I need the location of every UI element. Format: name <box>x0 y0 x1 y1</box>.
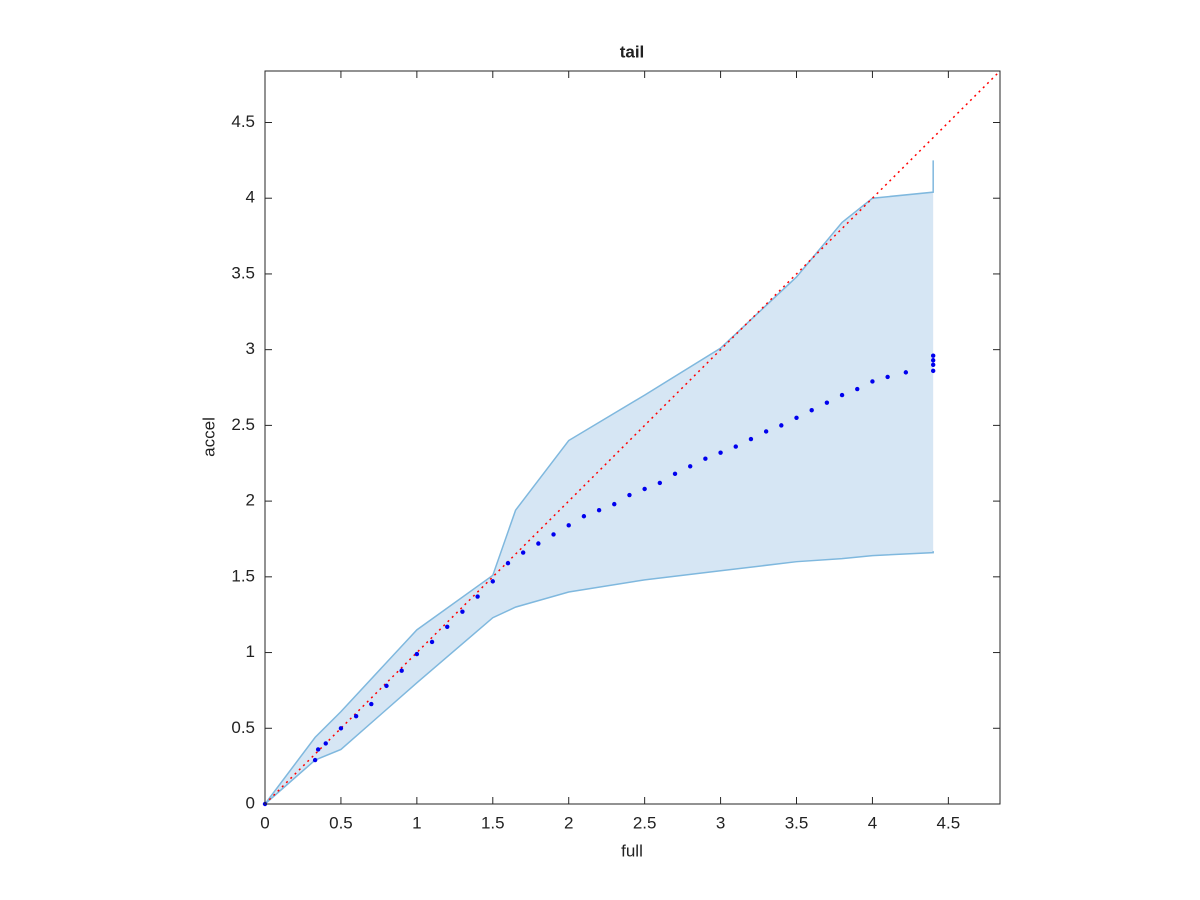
band-lower <box>264 551 934 805</box>
point <box>870 379 875 384</box>
point <box>627 492 632 498</box>
y-tick-label: 0.5 <box>231 718 255 737</box>
y-tick-label: 4.5 <box>231 112 255 131</box>
point <box>809 408 814 413</box>
point <box>505 561 511 566</box>
y-tick-label: 4 <box>246 188 255 207</box>
y-tick-label: 1 <box>246 642 255 661</box>
point <box>855 386 860 392</box>
y-tick-label: 3.5 <box>231 263 255 282</box>
point <box>718 450 723 455</box>
point <box>490 579 495 584</box>
x-tick-label: 3 <box>716 813 725 832</box>
point <box>885 374 890 380</box>
point <box>612 501 617 507</box>
chart-title: tail <box>620 42 645 61</box>
point <box>794 415 799 421</box>
x-tick-label: 1.5 <box>481 813 505 832</box>
y-tick-label: 2 <box>246 491 255 510</box>
band-upper <box>264 160 934 805</box>
point <box>323 741 328 746</box>
point <box>657 480 663 486</box>
point <box>384 683 389 689</box>
point <box>338 726 344 731</box>
point <box>748 436 754 442</box>
point <box>930 362 936 368</box>
point <box>551 532 556 537</box>
point <box>903 370 909 375</box>
y-tick-label: 0 <box>246 793 255 812</box>
point <box>429 639 435 645</box>
point <box>581 514 587 519</box>
point <box>445 624 450 630</box>
point <box>475 594 480 599</box>
point <box>763 429 769 434</box>
x-tick-label: 2 <box>564 813 573 832</box>
point <box>672 471 678 477</box>
point <box>315 747 321 752</box>
point <box>839 392 845 398</box>
point <box>733 444 738 449</box>
point <box>566 523 571 528</box>
point <box>596 507 602 513</box>
x-tick-label: 3.5 <box>785 813 809 832</box>
point <box>536 541 541 546</box>
point <box>703 456 708 461</box>
y-tick-label: 3 <box>246 339 255 358</box>
point <box>779 423 784 428</box>
point <box>353 713 359 719</box>
x-axis-label: full <box>621 841 643 860</box>
point <box>460 609 465 614</box>
y-axis-label: accel <box>199 417 218 457</box>
point <box>642 486 647 492</box>
point <box>688 464 693 469</box>
y-tick-label: 2.5 <box>231 415 255 434</box>
point <box>520 550 526 555</box>
point <box>312 757 318 763</box>
band-area <box>265 160 934 805</box>
point <box>930 353 936 358</box>
point <box>930 368 936 374</box>
x-tick-label: 0 <box>260 813 269 832</box>
point <box>414 651 420 657</box>
point <box>369 701 374 707</box>
x-tick-label: 4.5 <box>937 813 961 832</box>
reference-line <box>264 70 1001 805</box>
x-tick-label: 2.5 <box>633 813 657 832</box>
axes-box <box>264 70 1001 805</box>
x-tick-label: 4 <box>868 813 877 832</box>
x-tick-label: 0.5 <box>329 813 353 832</box>
x-tick-label: 1 <box>412 813 421 832</box>
point <box>824 400 830 405</box>
y-tick-label: 1.5 <box>231 566 255 585</box>
point <box>930 358 936 363</box>
point <box>399 668 404 673</box>
